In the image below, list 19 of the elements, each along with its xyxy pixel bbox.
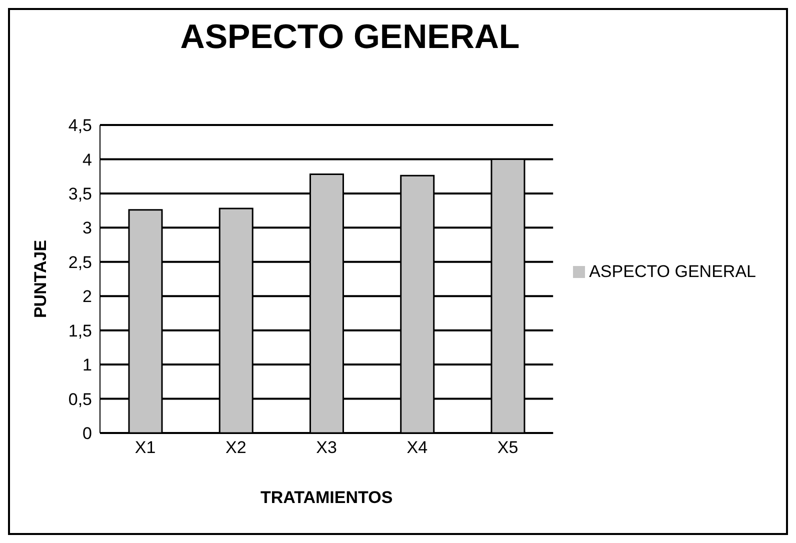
y-tick-label: 3 [82, 218, 92, 238]
y-tick-label: 3,5 [68, 184, 92, 204]
y-tick-label: 0,5 [68, 390, 92, 409]
y-tick-label: 0 [82, 424, 92, 444]
x-axis-title: TRATAMIENTOS [260, 488, 393, 507]
y-tick-label: 1 [82, 356, 92, 375]
y-tick-label: 1,5 [68, 321, 92, 340]
chart-title: ASPECTO GENERAL [179, 18, 521, 57]
x-tick-label: X3 [316, 438, 337, 458]
x-tick-label: X1 [134, 438, 156, 458]
y-tick-label: 2,5 [68, 252, 92, 272]
y-axis-title: PUNTAJE [31, 240, 50, 318]
y-tick-label: 2 [82, 287, 92, 306]
y-tick-label: 4,5 [68, 116, 92, 136]
x-tick-label: X5 [497, 438, 518, 458]
x-tick-label: X4 [406, 438, 428, 458]
x-tick-label: X2 [226, 438, 246, 458]
legend-label: ASPECTO GENERAL [589, 262, 756, 280]
y-tick-label: 4 [82, 150, 92, 170]
